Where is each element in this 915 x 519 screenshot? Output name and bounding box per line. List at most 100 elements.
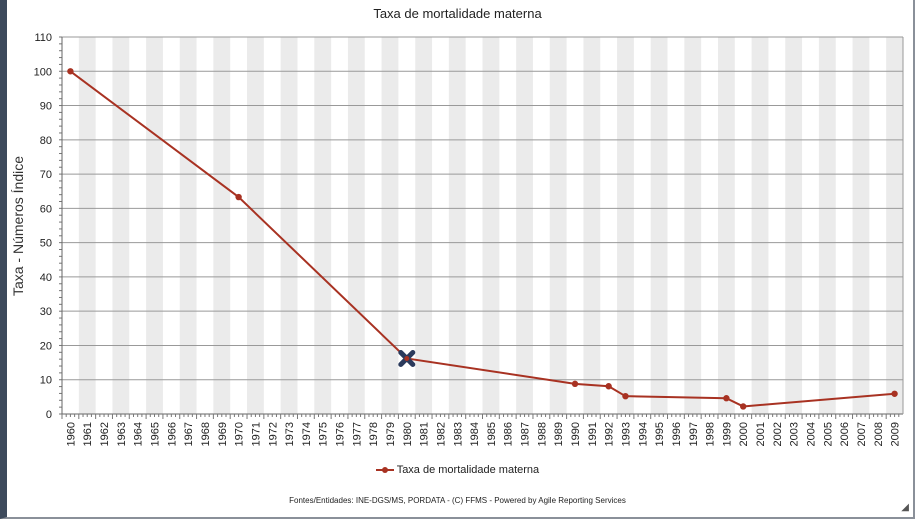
grid-band xyxy=(617,37,634,414)
x-tick-label: 1979 xyxy=(385,422,397,446)
data-point xyxy=(605,383,612,390)
x-tick-label: 2002 xyxy=(772,422,784,446)
x-tick-label: 2005 xyxy=(822,422,834,446)
x-tick-label: 2004 xyxy=(805,422,817,446)
y-tick-label: 50 xyxy=(40,238,52,250)
x-tick-label: 2006 xyxy=(839,422,851,446)
x-tick-label: 1961 xyxy=(82,422,94,446)
x-tick-label: 1969 xyxy=(217,422,229,446)
y-tick-label: 110 xyxy=(34,32,52,44)
x-tick-label: 2003 xyxy=(789,422,801,446)
y-tick-label: 0 xyxy=(46,409,52,421)
x-tick-label: 1995 xyxy=(654,422,666,446)
grid-band xyxy=(684,37,702,414)
grid-band xyxy=(482,37,500,414)
x-tick-label: 1974 xyxy=(301,422,313,446)
legend-label: Taxa de mortalidade materna xyxy=(396,464,540,476)
grid-band xyxy=(78,37,96,414)
legend-marker-icon xyxy=(375,467,394,474)
x-tick-label: 1981 xyxy=(419,422,431,446)
grid-band xyxy=(448,37,466,414)
grid-band xyxy=(516,37,533,414)
y-tick-label: 70 xyxy=(40,169,52,181)
x-tick-label: 1983 xyxy=(452,422,464,446)
x-tick-label: 1975 xyxy=(318,422,330,446)
x-tick-label: 1990 xyxy=(570,422,582,446)
grid-band xyxy=(314,37,332,414)
y-tick-label: 100 xyxy=(34,66,52,78)
y-tick-label: 80 xyxy=(40,135,52,147)
y-tick-label: 30 xyxy=(40,306,52,318)
x-tick-label: 1998 xyxy=(705,422,717,446)
x-tick-label: 1960 xyxy=(65,422,77,446)
y-tick-label: 10 xyxy=(40,375,52,387)
grid-band xyxy=(650,37,668,414)
grid-band xyxy=(213,37,231,414)
y-tick-label: 40 xyxy=(40,272,52,284)
x-tick-label: 1984 xyxy=(469,422,481,446)
grid-band xyxy=(852,37,870,414)
grid-band xyxy=(280,37,298,414)
grid-band xyxy=(415,37,433,414)
grid-band xyxy=(785,37,803,414)
grid-band xyxy=(583,37,601,414)
x-tick-label: 1982 xyxy=(435,422,447,446)
x-tick-label: 1977 xyxy=(351,422,363,446)
x-tick-label: 1976 xyxy=(335,422,347,446)
x-tick-label: 2008 xyxy=(873,422,885,446)
highlight-point xyxy=(404,355,410,361)
x-tick-label: 1973 xyxy=(284,422,296,446)
x-tick-label: 1993 xyxy=(620,422,632,446)
data-point xyxy=(723,395,730,402)
x-tick-label: 1987 xyxy=(520,422,532,446)
y-tick-label: 60 xyxy=(40,203,52,215)
data-point xyxy=(235,193,242,201)
source-footer: Fontes/Entidades: INE-DGS/MS, PORDATA - … xyxy=(289,496,626,505)
chart-title: Taxa de mortalidade materna xyxy=(373,6,542,21)
x-tick-label: 1991 xyxy=(587,422,599,446)
x-tick-label: 1967 xyxy=(183,422,195,446)
x-tick-label: 1989 xyxy=(553,422,565,446)
data-point xyxy=(891,390,898,397)
x-tick-label: 1980 xyxy=(402,422,414,446)
grid-band xyxy=(717,37,735,414)
x-tick-label: 1972 xyxy=(267,422,279,446)
x-tick-label: 1971 xyxy=(250,422,262,446)
grid-band xyxy=(751,37,769,414)
x-tick-label: 2009 xyxy=(890,422,902,446)
grid-band xyxy=(347,37,365,414)
x-tick-label: 1996 xyxy=(671,422,683,446)
x-tick-label: 2007 xyxy=(856,422,868,446)
grid-band xyxy=(179,37,197,414)
x-tick-label: 1997 xyxy=(688,422,700,446)
data-point xyxy=(740,403,747,410)
x-tick-label: 1978 xyxy=(368,422,380,446)
x-tick-label: 1962 xyxy=(99,422,111,446)
x-tick-label: 2001 xyxy=(755,422,767,446)
x-tick-label: 1963 xyxy=(116,422,128,446)
grid-band xyxy=(381,37,399,414)
x-tick-label: 1986 xyxy=(503,422,515,446)
x-tick-label: 1985 xyxy=(486,422,498,446)
grid-band xyxy=(549,37,567,414)
grid-band xyxy=(886,37,903,414)
x-tick-label: 1970 xyxy=(234,422,246,446)
data-point xyxy=(67,68,74,75)
resize-grip-icon[interactable]: ◢ xyxy=(901,502,909,513)
x-tick-label: 1964 xyxy=(133,422,145,446)
x-tick-label: 1968 xyxy=(200,422,212,446)
x-tick-label: 1992 xyxy=(604,422,616,446)
x-tick-label: 1999 xyxy=(721,422,733,446)
grid-band xyxy=(112,37,130,414)
legend: Taxa de mortalidade materna xyxy=(0,464,915,476)
grid-band xyxy=(247,37,264,414)
x-tick-label: 1966 xyxy=(166,422,178,446)
y-tick-label: 20 xyxy=(40,340,52,352)
x-tick-label: 1988 xyxy=(536,422,548,446)
y-tick-label: 90 xyxy=(40,101,52,113)
x-tick-label: 1994 xyxy=(637,422,649,446)
data-point xyxy=(622,392,629,400)
data-point xyxy=(571,380,579,388)
